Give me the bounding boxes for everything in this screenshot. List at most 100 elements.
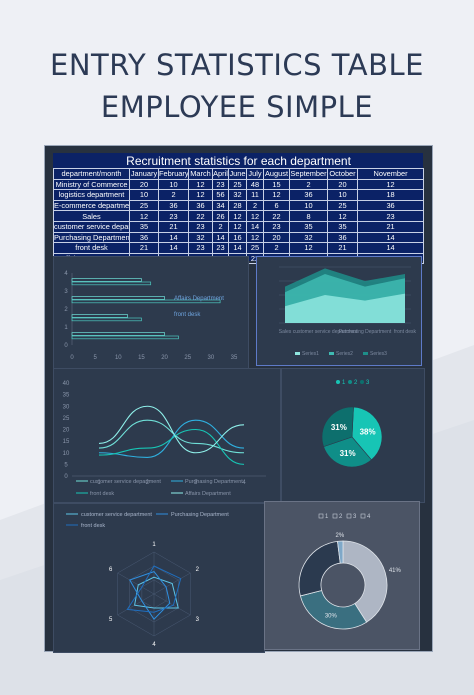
y-tick-label: 4 <box>64 271 68 277</box>
table-cell: 25 <box>129 199 159 212</box>
legend-label: 4 <box>367 514 371 520</box>
table-title: Recruitment statistics for each departme… <box>126 153 351 168</box>
table-cell: 15 <box>263 178 290 191</box>
y-tick-label: 5 <box>64 462 68 468</box>
radar-axis-label: 2 <box>196 567 200 573</box>
bar-chart-panel: 0 5 10 15 20 25 30 35 0 1 2 3 4 Affairs Department fro… <box>53 256 249 370</box>
legend-swatch <box>318 513 324 519</box>
area-chart-panel: Sales customer service department Purchasi… <box>256 256 422 366</box>
table-cell: 36 <box>158 199 189 212</box>
table-cell: 12 <box>327 210 358 222</box>
table-cell: 16 <box>228 231 247 244</box>
y-tick-label: 0 <box>64 474 68 480</box>
row-label: E-commerce department <box>53 199 130 212</box>
table-cell: 12 <box>246 231 264 244</box>
bar <box>71 296 165 300</box>
legend-label: Series1 <box>302 351 319 357</box>
legend-label: Affairs Department <box>185 491 231 497</box>
table-cell: 12 <box>228 210 247 222</box>
table-cell: 12 <box>246 210 264 222</box>
row-label: logistics department <box>53 189 130 201</box>
table-cell: 14 <box>356 242 425 254</box>
legend-swatch <box>336 380 340 384</box>
column-header: August <box>263 168 290 180</box>
donut-slice <box>298 540 341 597</box>
radar-series <box>134 576 179 609</box>
table-cell: 23 <box>356 210 425 222</box>
table-cell: 36 <box>188 199 213 212</box>
bar <box>71 317 142 322</box>
legend-swatch <box>332 513 338 519</box>
pie-slice <box>321 406 354 448</box>
radar-axis-label: 4 <box>152 642 156 648</box>
line-series <box>98 405 245 454</box>
table-cell: 14 <box>228 242 247 254</box>
table-cell: 12 <box>263 189 290 201</box>
table-cell: 14 <box>212 231 229 244</box>
x-tick-label: 2 <box>146 480 150 486</box>
y-tick-label: 15 <box>63 439 70 445</box>
table-cell: 21 <box>356 220 425 233</box>
line-chart: 0 5 10 15 20 25 30 35 40 1 2 3 4 customer service dep… <box>63 381 266 497</box>
radar-axis <box>117 572 155 595</box>
pie-slice <box>351 406 383 461</box>
table-cell: 48 <box>246 178 264 191</box>
legend-label: customer service department <box>81 512 152 518</box>
x-tick-label: 5 <box>93 355 97 361</box>
legend-label: Series3 <box>370 351 387 357</box>
radar-chart-panel: customer service department Purchasing De… <box>53 503 265 653</box>
legend-label: customer service department <box>90 479 161 485</box>
pie-data-label: 31% <box>340 449 356 458</box>
column-header: June <box>228 168 247 180</box>
x-tick-label: Sales <box>279 329 292 335</box>
donut-chart: 1 2 3 4 41% 30% 2% <box>298 513 402 630</box>
column-header: March <box>188 168 213 180</box>
radar-axis-label: 6 <box>109 567 113 573</box>
y-tick-label: 25 <box>63 416 70 422</box>
table-header-row: department/month January February March Apri… <box>53 168 425 180</box>
table-cell: 35 <box>327 220 358 233</box>
legend-label: 1 <box>325 514 329 520</box>
table-cell: 36 <box>356 199 425 212</box>
row-label: front desk <box>53 242 130 254</box>
table-cell: 28 <box>228 199 247 212</box>
radar-axis-label: 1 <box>152 542 156 548</box>
table-cell: 23 <box>188 220 213 233</box>
area-series <box>285 293 405 323</box>
bar <box>71 278 142 282</box>
table-cell: 10 <box>289 199 328 212</box>
table-cell: 21 <box>129 242 159 254</box>
bar <box>71 314 128 318</box>
table-cell: 56 <box>212 189 229 201</box>
table-cell: 8 <box>289 210 328 222</box>
table-cell: 32 <box>188 231 213 244</box>
x-tick-label: 35 <box>231 355 238 361</box>
table-row: customer service department3521232121423… <box>53 220 425 233</box>
pie-slice <box>323 436 372 468</box>
donut-slice <box>342 540 388 623</box>
table-row: Purchasing Department 36 14 32 14 16 12 20 32 36 1… <box>53 231 425 244</box>
x-tick-label: 4 <box>242 480 246 486</box>
table-cell: 20 <box>129 178 159 191</box>
donut-data-label: 30% <box>325 614 338 620</box>
column-header: April <box>212 168 229 180</box>
radar-series <box>126 565 182 613</box>
column-header: January <box>129 168 159 180</box>
table-cell: 12 <box>188 189 213 201</box>
table-cell: 36 <box>327 231 358 244</box>
table-cell: 6 <box>263 199 290 212</box>
y-tick-label: 35 <box>63 393 70 399</box>
x-tick-label: 10 <box>115 355 122 361</box>
table-cell: 32 <box>289 231 328 244</box>
radar-series <box>129 571 171 620</box>
radar-axis <box>117 593 155 616</box>
y-tick-label: 40 <box>63 381 70 387</box>
column-header: November <box>356 168 425 180</box>
table-cell: 18 <box>356 189 425 201</box>
legend-swatch <box>346 513 352 519</box>
table-cell: 2 <box>158 189 189 201</box>
x-tick-label: 20 <box>161 355 168 361</box>
legend-label: Affairs Department <box>174 296 224 302</box>
table-cell: 12 <box>289 242 328 254</box>
table-cell: 21 <box>158 220 189 233</box>
